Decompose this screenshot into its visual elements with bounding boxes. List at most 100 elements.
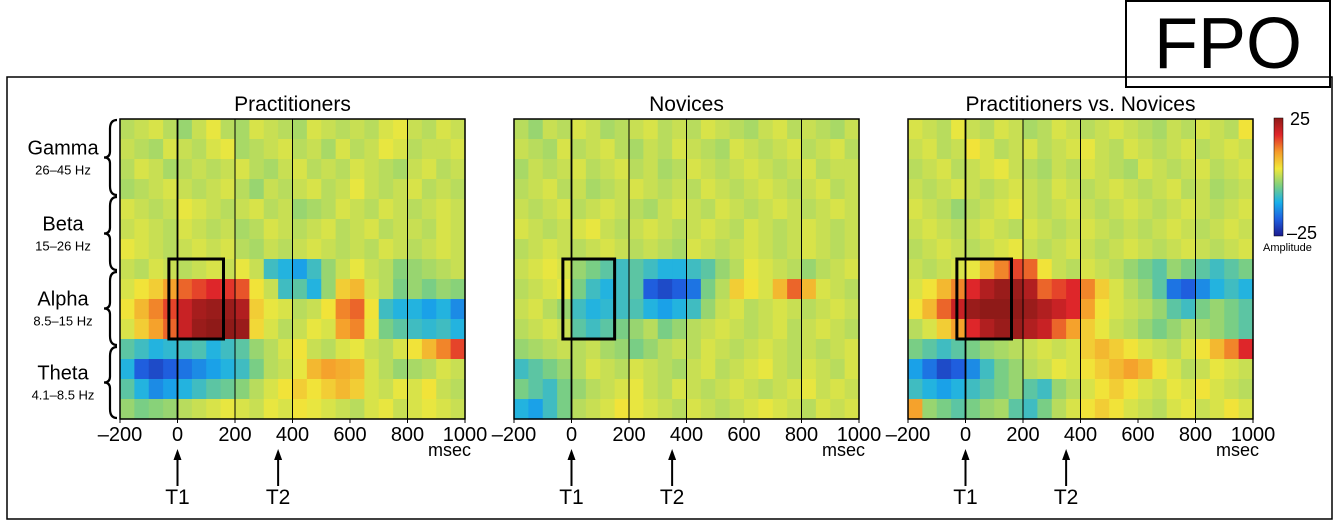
heatmap-cell bbox=[436, 159, 452, 180]
heatmap-cell bbox=[436, 299, 452, 320]
heatmap-cell bbox=[191, 239, 207, 260]
heatmap-cell bbox=[600, 119, 616, 140]
heatmap-cell bbox=[936, 359, 952, 380]
heatmap-cell bbox=[557, 179, 573, 200]
heatmap-cell bbox=[191, 299, 207, 320]
heatmap-cell bbox=[614, 139, 630, 160]
heatmap-cell bbox=[378, 159, 394, 180]
heatmap-cell bbox=[1023, 199, 1038, 220]
heatmap-cell bbox=[787, 199, 803, 220]
panel-title: Practitioners bbox=[234, 93, 351, 116]
heatmap-cell bbox=[249, 219, 265, 240]
heatmap-cell bbox=[908, 279, 923, 300]
heatmap-cell bbox=[643, 219, 659, 240]
heatmap-cell bbox=[787, 179, 803, 200]
heatmap-cell bbox=[120, 139, 135, 160]
heatmap-cell bbox=[364, 219, 380, 240]
heatmap-cell bbox=[922, 239, 938, 260]
heatmap-cell bbox=[263, 399, 279, 420]
heatmap-cell bbox=[292, 179, 308, 200]
heatmap-cell bbox=[278, 399, 294, 420]
heatmap-cell bbox=[629, 179, 644, 200]
heatmap-cell bbox=[1051, 179, 1067, 200]
heatmap-cell bbox=[729, 219, 745, 240]
heatmap-cell bbox=[1037, 279, 1053, 300]
heatmap-cell bbox=[715, 399, 731, 420]
heatmap-cell bbox=[350, 159, 365, 180]
heatmap-cell bbox=[364, 339, 380, 360]
heatmap-cell bbox=[120, 259, 135, 280]
heatmap-cell bbox=[1181, 359, 1197, 380]
heatmap-cell bbox=[1195, 299, 1211, 320]
heatmap-cell bbox=[1181, 399, 1197, 420]
heatmap-cell bbox=[421, 339, 437, 360]
heatmap-cell bbox=[830, 159, 846, 180]
heatmap-cell bbox=[350, 119, 365, 140]
heatmap-cell bbox=[1224, 259, 1240, 280]
heatmap-cell bbox=[1023, 339, 1038, 360]
heatmap-cell bbox=[542, 339, 558, 360]
heatmap-cell bbox=[672, 359, 688, 380]
band-name-alpha: Alpha bbox=[37, 289, 89, 311]
heatmap-cell bbox=[994, 139, 1010, 160]
highlight-box bbox=[561, 257, 617, 341]
heatmap-cell bbox=[528, 139, 544, 160]
heatmap-cell bbox=[206, 319, 222, 340]
marker-label-t1: T1 bbox=[559, 486, 584, 509]
heatmap-cell bbox=[163, 359, 179, 380]
heatmap-cell bbox=[306, 299, 322, 320]
heatmap-cell bbox=[744, 119, 759, 140]
heatmap-cell bbox=[191, 399, 207, 420]
heatmap-cell bbox=[657, 279, 673, 300]
heatmap-cell bbox=[715, 319, 731, 340]
heatmap-cell bbox=[1094, 219, 1110, 240]
heatmap-cell bbox=[134, 339, 150, 360]
heatmap-cell bbox=[1166, 279, 1182, 300]
heatmap-cell bbox=[306, 179, 322, 200]
heatmap-cell bbox=[844, 259, 860, 280]
heatmap-cell bbox=[393, 179, 409, 200]
heatmap-cell bbox=[922, 219, 938, 240]
heatmap-cell bbox=[220, 219, 236, 240]
heatmap-cell bbox=[571, 299, 587, 320]
heatmap-cell bbox=[994, 399, 1010, 420]
heatmap-cell bbox=[407, 159, 423, 180]
heatmap-cell bbox=[206, 259, 222, 280]
heatmap-cell bbox=[557, 399, 573, 420]
heatmap-cell bbox=[844, 119, 860, 140]
heatmap-cell bbox=[436, 219, 452, 240]
heatmap-cell bbox=[263, 339, 279, 360]
heatmap-cell bbox=[350, 219, 365, 240]
heatmap-cell bbox=[335, 259, 351, 280]
heatmap-cell bbox=[1123, 159, 1139, 180]
heatmap-cell bbox=[1066, 399, 1082, 420]
heatmap-cell bbox=[364, 179, 380, 200]
heatmap-cell bbox=[335, 179, 351, 200]
heatmap-cell bbox=[1152, 319, 1168, 340]
heatmap-cell bbox=[672, 139, 688, 160]
heatmap-cell bbox=[249, 379, 265, 400]
heatmap-cell bbox=[120, 219, 135, 240]
heatmap-cell bbox=[249, 319, 265, 340]
heatmap-cell bbox=[235, 159, 250, 180]
heatmap-cell bbox=[979, 259, 995, 280]
heatmap-cell bbox=[600, 299, 616, 320]
heatmap-cell bbox=[263, 219, 279, 240]
heatmap-cell bbox=[120, 159, 135, 180]
heatmap-cell bbox=[1123, 319, 1139, 340]
heatmap-cell bbox=[1051, 339, 1067, 360]
heatmap-cell bbox=[657, 219, 673, 240]
heatmap-cell bbox=[542, 239, 558, 260]
heatmap-cell bbox=[1066, 139, 1082, 160]
heatmap-cell bbox=[965, 279, 981, 300]
heatmap-cell bbox=[830, 279, 846, 300]
heatmap-cell bbox=[191, 339, 207, 360]
heatmap-cell bbox=[235, 119, 250, 140]
heatmap-cell bbox=[1152, 379, 1168, 400]
heatmap-cell bbox=[378, 299, 394, 320]
heatmap-cell bbox=[1195, 119, 1211, 140]
heatmap-cell bbox=[758, 259, 774, 280]
heatmap-cell bbox=[528, 399, 544, 420]
heatmap-cell bbox=[715, 299, 731, 320]
